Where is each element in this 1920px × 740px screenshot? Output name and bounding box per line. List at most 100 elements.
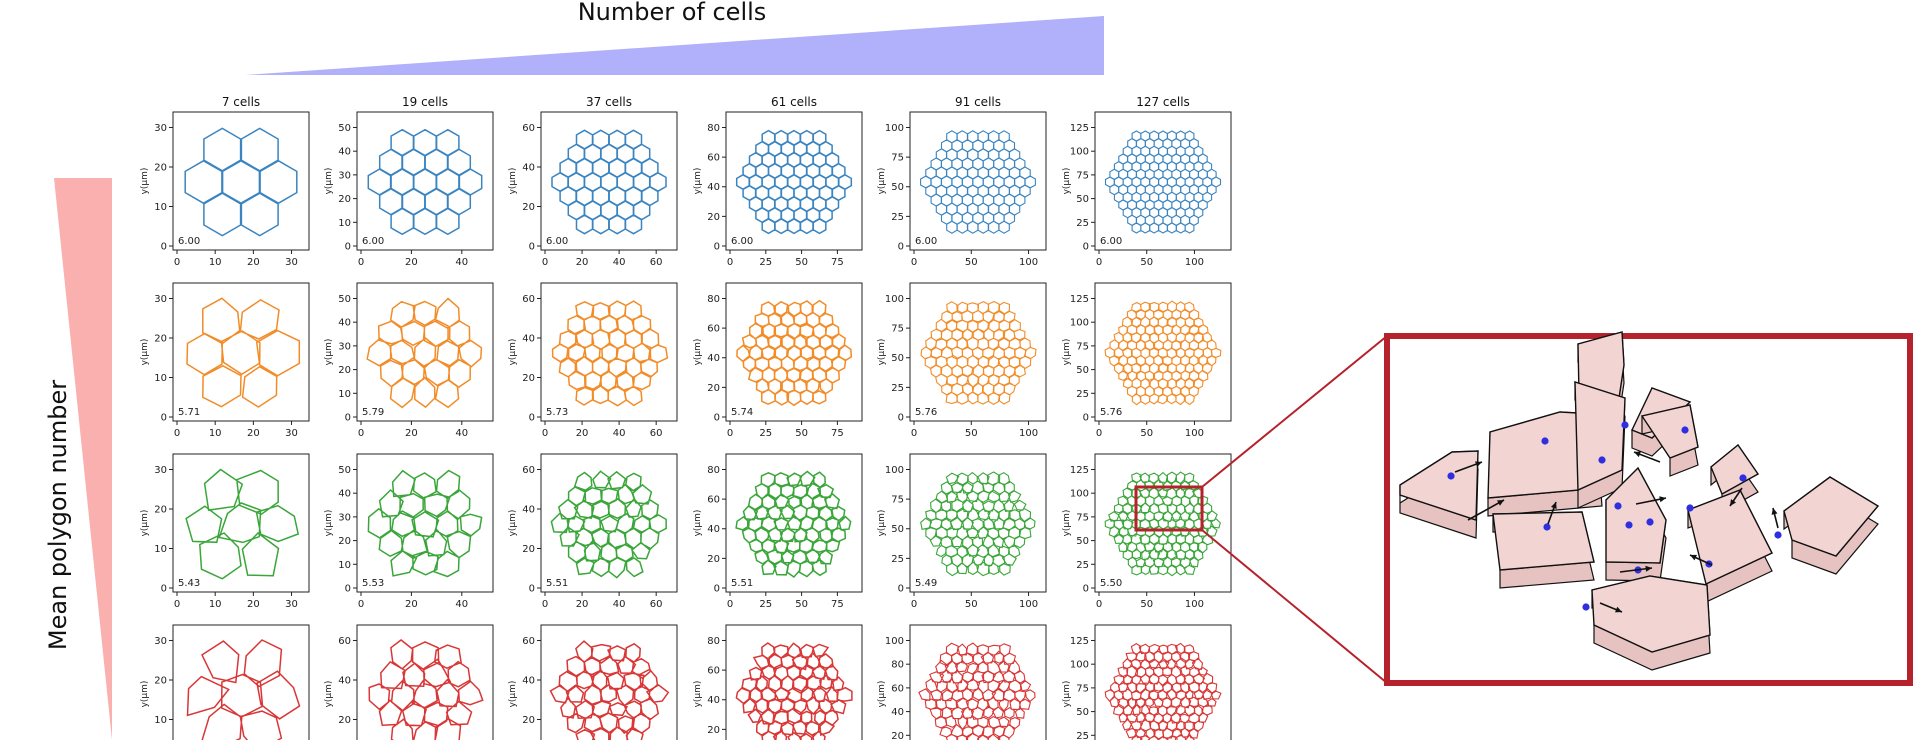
cell-network bbox=[918, 642, 1036, 740]
y-tick-label: 20 bbox=[522, 373, 535, 384]
y-tick-label: 25 bbox=[1076, 389, 1089, 400]
panel-frame bbox=[1094, 282, 1232, 422]
nucleus bbox=[1774, 531, 1782, 539]
y-tick-label: 60 bbox=[707, 324, 720, 335]
y-tick-label: 0 bbox=[345, 413, 351, 424]
nucleus bbox=[1582, 603, 1590, 611]
nucleus bbox=[1543, 523, 1551, 531]
x-tick-label: 0 bbox=[174, 599, 180, 610]
x-tick-label: 50 bbox=[795, 257, 808, 268]
x-tick-label: 30 bbox=[285, 599, 298, 610]
y-tick-label: 125 bbox=[1070, 123, 1089, 134]
panel-frame bbox=[172, 111, 310, 251]
arrow-head bbox=[1659, 496, 1666, 503]
panel-frame bbox=[172, 282, 310, 422]
x-tick-label: 60 bbox=[650, 257, 663, 268]
y-tick-label: 25 bbox=[891, 212, 904, 223]
y-axis-label: y(μm) bbox=[324, 681, 334, 708]
y-tick-label: 100 bbox=[885, 123, 904, 134]
x-tick-label: 100 bbox=[1019, 428, 1038, 439]
x-tick-label: 0 bbox=[358, 257, 364, 268]
x-tick-label: 40 bbox=[613, 599, 626, 610]
y-tick-label: 80 bbox=[707, 465, 720, 476]
cell-network bbox=[368, 639, 484, 740]
y-tick-label: 50 bbox=[891, 353, 904, 364]
cell-network bbox=[185, 468, 300, 580]
tissue-panel: 0 25 50 75 100 125 0 50 100 y(μm) 6.00 bbox=[1062, 111, 1232, 268]
y-axis-label: y(μm) bbox=[324, 510, 334, 537]
x-tick-label: 0 bbox=[1096, 599, 1102, 610]
y-tick-label: 40 bbox=[707, 524, 720, 535]
x-tick-label: 10 bbox=[209, 428, 222, 439]
y-tick-label: 60 bbox=[707, 495, 720, 506]
tissue-panel: 0 25 50 75 100 125 0 50 100 y(μm) 5.76 bbox=[1062, 282, 1232, 439]
y-tick-label: 0 bbox=[898, 584, 904, 595]
y-tick-label: 0 bbox=[714, 242, 720, 253]
nucleus bbox=[1646, 518, 1654, 526]
y-tick-label: 20 bbox=[338, 536, 351, 547]
x-tick-label: 20 bbox=[576, 257, 589, 268]
arrow-head bbox=[1615, 606, 1622, 613]
y-tick-label: 0 bbox=[1083, 584, 1089, 595]
y-tick-label: 50 bbox=[338, 123, 351, 134]
tissue-panel: 0 20 40 60 80 0 25 50 75 y(μm) 6.00 bbox=[693, 111, 863, 268]
y-tick-label: 50 bbox=[1076, 365, 1089, 376]
y-tick-label: 40 bbox=[522, 162, 535, 173]
y-tick-label: 20 bbox=[707, 383, 720, 394]
zoom-highlight-box bbox=[1134, 485, 1204, 532]
mean-polygon-value: 5.71 bbox=[178, 407, 200, 418]
tissue-panel: 0 10 20 30 40 50 0 20 40 y(μm) 6.00 bbox=[324, 111, 494, 268]
y-tick-label: 20 bbox=[707, 212, 720, 223]
arrow-head bbox=[1497, 500, 1504, 506]
cell-network bbox=[186, 639, 301, 740]
y-tick-label: 125 bbox=[1070, 636, 1089, 647]
x-tick-label: 100 bbox=[1185, 599, 1204, 610]
y-tick-label: 0 bbox=[529, 584, 535, 595]
tissue-panel: 20 40 60 80 y(μm) bbox=[693, 624, 863, 740]
x-tick-label: 25 bbox=[759, 599, 772, 610]
x-tick-label: 40 bbox=[613, 428, 626, 439]
y-axis-label: y(μm) bbox=[877, 681, 887, 708]
cell-top bbox=[1783, 476, 1880, 557]
y-axis-label: y(μm) bbox=[140, 339, 150, 366]
column-title: 37 cells bbox=[586, 95, 632, 109]
y-tick-label: 20 bbox=[707, 725, 720, 736]
cell-network bbox=[735, 129, 853, 235]
tissue-panel: 0 10 20 30 0 10 20 30 y(μm) 5.43 bbox=[140, 453, 310, 610]
panel-frame bbox=[725, 453, 863, 593]
y-tick-label: 30 bbox=[154, 123, 167, 134]
x-tick-label: 50 bbox=[795, 428, 808, 439]
y-tick-label: 30 bbox=[154, 636, 167, 647]
mean-polygon-value: 5.76 bbox=[915, 407, 937, 418]
x-tick-label: 30 bbox=[285, 428, 298, 439]
x-tick-label: 20 bbox=[247, 428, 260, 439]
y-tick-label: 30 bbox=[338, 170, 351, 181]
y-tick-label: 0 bbox=[345, 242, 351, 253]
x-tick-label: 0 bbox=[911, 599, 917, 610]
column-title: 19 cells bbox=[402, 95, 448, 109]
y-tick-label: 40 bbox=[522, 504, 535, 515]
cell-network bbox=[1104, 130, 1222, 234]
x-tick-label: 20 bbox=[247, 599, 260, 610]
y-tick-label: 75 bbox=[1076, 512, 1089, 523]
mean-polygon-value: 5.74 bbox=[731, 407, 753, 418]
y-tick-label: 0 bbox=[1083, 413, 1089, 424]
y-tick-label: 30 bbox=[338, 341, 351, 352]
y-tick-label: 100 bbox=[1070, 147, 1089, 158]
x-tick-label: 50 bbox=[965, 428, 978, 439]
y-tick-label: 100 bbox=[885, 636, 904, 647]
tissue-panel: 0 20 40 60 80 0 25 50 75 y(μm) 5.51 bbox=[693, 453, 863, 610]
y-tick-label: 40 bbox=[338, 147, 351, 158]
tissue-panel: 0 10 20 30 0 10 20 30 y(μm) 6.00 bbox=[140, 111, 310, 268]
x-tick-label: 75 bbox=[831, 257, 844, 268]
cell-network bbox=[1104, 300, 1222, 406]
y-tick-label: 40 bbox=[338, 318, 351, 329]
y-tick-label: 60 bbox=[522, 465, 535, 476]
y-tick-label: 10 bbox=[338, 389, 351, 400]
y-axis-label: y(μm) bbox=[324, 168, 334, 195]
y-tick-label: 100 bbox=[1070, 489, 1089, 500]
y-tick-label: 20 bbox=[338, 365, 351, 376]
cell-network bbox=[736, 299, 853, 407]
x-tick-label: 0 bbox=[1096, 428, 1102, 439]
migration-arrow bbox=[1467, 499, 1505, 521]
